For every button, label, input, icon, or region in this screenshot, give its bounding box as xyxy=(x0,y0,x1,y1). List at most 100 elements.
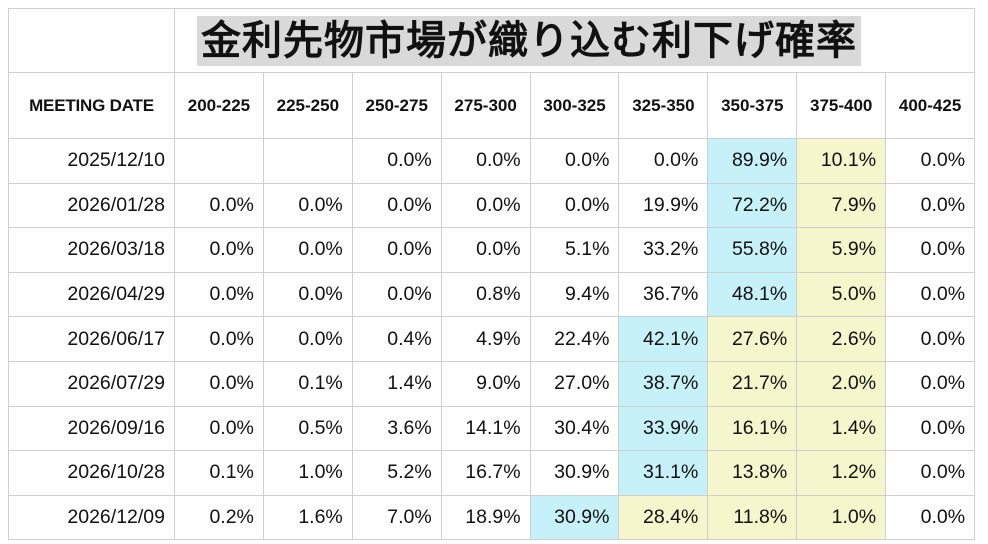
meeting-date-cell: 2026/03/18 xyxy=(8,227,175,273)
table-row: 2026/10/28 0.1% 1.0% 5.2% 16.7% 30.9% 31.1% 13.… xyxy=(8,450,976,496)
column-header-range: 400-425 xyxy=(885,72,976,139)
probability-cell: 0.0% xyxy=(885,494,976,541)
meeting-date-cell: 2026/07/29 xyxy=(8,360,175,407)
column-header-meeting-date: MEETING DATE xyxy=(8,72,175,139)
table-row: 2026/09/16 0.0% 0.5% 3.6% 14.1% 30.4% 33.9% 16.… xyxy=(8,405,976,452)
probability-cell: 38.7% xyxy=(618,360,709,407)
probability-cell: 33.2% xyxy=(618,227,709,273)
probability-cell: 55.8% xyxy=(707,227,798,273)
probability-cell: 0.0% xyxy=(885,227,976,273)
probability-cell: 11.8% xyxy=(707,494,798,541)
probability-cell xyxy=(262,138,353,184)
meeting-date-cell: 2026/09/16 xyxy=(8,405,175,452)
table-row: 2026/07/29 0.0% 0.1% 1.4% 9.0% 27.0% 38.7% 21.7… xyxy=(8,360,976,407)
probability-cell: 0.0% xyxy=(885,316,976,362)
probability-cell: 0.0% xyxy=(440,182,531,229)
probability-cell: 1.6% xyxy=(262,494,353,541)
probability-cell: 0.0% xyxy=(262,227,353,273)
probability-cell: 0.0% xyxy=(885,360,976,407)
probability-cell: 0.0% xyxy=(440,227,531,273)
probability-cell: 7.9% xyxy=(796,182,887,229)
column-header-range: 275-300 xyxy=(440,72,531,139)
probability-cell: 18.9% xyxy=(440,494,531,541)
probability-cell: 3.6% xyxy=(351,405,442,452)
probability-cell: 48.1% xyxy=(707,271,798,318)
probability-cell: 0.0% xyxy=(262,271,353,318)
probability-cell: 4.9% xyxy=(440,316,531,362)
probability-cell: 33.9% xyxy=(618,405,709,452)
probability-cell: 0.0% xyxy=(529,138,620,184)
probability-cell: 1.2% xyxy=(796,450,887,496)
probability-cell: 0.0% xyxy=(174,316,264,362)
column-header-range: 200-225 xyxy=(174,72,264,139)
probability-cell: 89.9% xyxy=(707,138,798,184)
probability-cell: 0.0% xyxy=(174,271,264,318)
probability-cell: 9.0% xyxy=(440,360,531,407)
probability-cell: 0.8% xyxy=(440,271,531,318)
probability-cell: 19.9% xyxy=(618,182,709,229)
table-body: 2025/12/10 0.0% 0.0% 0.0% 0.0% 89.9% 10.1% 0.0%… xyxy=(8,138,976,541)
probability-cell: 0.0% xyxy=(351,138,442,184)
probability-cell: 0.0% xyxy=(174,227,264,273)
rate-probability-table: 金利先物市場が織り込む利下げ確率 MEETING DATE 200-225 225-… xyxy=(8,8,976,541)
probability-cell: 5.9% xyxy=(796,227,887,273)
table-row: 2025/12/10 0.0% 0.0% 0.0% 0.0% 89.9% 10.1% 0.0% xyxy=(8,138,976,184)
probability-cell: 0.0% xyxy=(529,182,620,229)
probability-cell: 0.0% xyxy=(885,138,976,184)
probability-cell: 0.0% xyxy=(440,138,531,184)
table-row: 2026/12/09 0.2% 1.6% 7.0% 18.9% 30.9% 28.4% 11.… xyxy=(8,494,976,541)
probability-cell: 0.5% xyxy=(262,405,353,452)
table-title: 金利先物市場が織り込む利下げ確率 xyxy=(197,15,861,66)
probability-cell: 7.0% xyxy=(351,494,442,541)
probability-cell: 27.6% xyxy=(707,316,798,362)
probability-cell: 36.7% xyxy=(618,271,709,318)
probability-cell: 30.9% xyxy=(529,450,620,496)
probability-table-sheet: 金利先物市場が織り込む利下げ確率 MEETING DATE 200-225 225-… xyxy=(8,8,976,541)
probability-cell: 42.1% xyxy=(618,316,709,362)
probability-cell: 0.0% xyxy=(262,182,353,229)
probability-cell: 0.0% xyxy=(174,405,264,452)
probability-cell: 0.2% xyxy=(174,494,264,541)
header-row: MEETING DATE 200-225 225-250 250-275 275-300… xyxy=(8,72,976,139)
probability-cell: 2.6% xyxy=(796,316,887,362)
column-header-range: 250-275 xyxy=(351,72,442,139)
probability-cell: 5.2% xyxy=(351,450,442,496)
probability-cell: 16.1% xyxy=(707,405,798,452)
probability-cell: 14.1% xyxy=(440,405,531,452)
meeting-date-cell: 2026/12/09 xyxy=(8,494,175,541)
meeting-date-cell: 2026/01/28 xyxy=(8,182,175,229)
table-row: 2026/01/28 0.0% 0.0% 0.0% 0.0% 0.0% 19.9% 72.2%… xyxy=(8,182,976,229)
column-header-range: 225-250 xyxy=(262,72,353,139)
probability-cell: 5.1% xyxy=(529,227,620,273)
probability-cell: 0.0% xyxy=(618,138,709,184)
probability-cell: 0.0% xyxy=(351,182,442,229)
probability-cell: 16.7% xyxy=(440,450,531,496)
probability-cell: 0.0% xyxy=(262,316,353,362)
title-cell: 金利先物市場が織り込む利下げ確率 xyxy=(173,8,976,73)
meeting-date-cell: 2026/04/29 xyxy=(8,271,175,318)
probability-cell: 1.0% xyxy=(262,450,353,496)
probability-cell: 72.2% xyxy=(707,182,798,229)
probability-cell: 0.0% xyxy=(885,450,976,496)
probability-cell: 0.0% xyxy=(885,182,976,229)
probability-cell: 0.0% xyxy=(351,227,442,273)
probability-cell: 0.0% xyxy=(351,271,442,318)
meeting-date-cell: 2026/10/28 xyxy=(8,450,175,496)
probability-cell: 0.1% xyxy=(174,450,264,496)
column-header-range: 350-375 xyxy=(707,72,798,139)
probability-cell: 0.4% xyxy=(351,316,442,362)
probability-cell: 1.4% xyxy=(796,405,887,452)
probability-cell: 21.7% xyxy=(707,360,798,407)
meeting-date-cell: 2025/12/10 xyxy=(8,138,175,184)
probability-cell: 27.0% xyxy=(529,360,620,407)
corner-cell xyxy=(8,8,175,73)
probability-cell: 9.4% xyxy=(529,271,620,318)
table-row: 2026/06/17 0.0% 0.0% 0.4% 4.9% 22.4% 42.1% 27.6… xyxy=(8,316,976,362)
probability-cell: 0.1% xyxy=(262,360,353,407)
probability-cell: 22.4% xyxy=(529,316,620,362)
column-header-range: 325-350 xyxy=(618,72,709,139)
column-header-range: 375-400 xyxy=(796,72,887,139)
probability-cell: 0.0% xyxy=(885,271,976,318)
probability-cell: 5.0% xyxy=(796,271,887,318)
probability-cell: 0.0% xyxy=(174,182,264,229)
